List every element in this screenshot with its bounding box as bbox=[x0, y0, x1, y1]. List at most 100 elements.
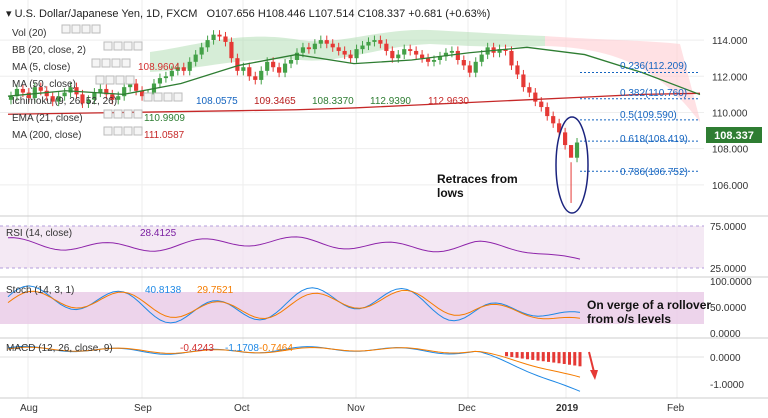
candle-body[interactable] bbox=[50, 96, 55, 102]
candle-body[interactable] bbox=[217, 34, 222, 37]
candle-body[interactable] bbox=[551, 116, 556, 124]
indicator-control-icon[interactable] bbox=[113, 126, 123, 136]
indicator-control-icon[interactable] bbox=[153, 92, 163, 102]
candle-body[interactable] bbox=[574, 142, 580, 158]
candle-body[interactable] bbox=[205, 40, 210, 48]
candle-body[interactable] bbox=[354, 49, 359, 59]
candle-body[interactable] bbox=[92, 92, 97, 100]
indicator-bb-label[interactable]: BB (20, close, 2) bbox=[12, 45, 86, 56]
indicator-ichimoku-label[interactable]: Ichimoku (9, 26, 52, 26) bbox=[12, 96, 117, 107]
candle-body[interactable] bbox=[336, 47, 341, 51]
candle-body[interactable] bbox=[163, 76, 168, 79]
indicator-control-icon[interactable] bbox=[123, 41, 133, 51]
candle-body[interactable] bbox=[372, 40, 377, 42]
candle-body[interactable] bbox=[86, 99, 91, 104]
indicator-vol-label[interactable]: Vol (20) bbox=[12, 28, 46, 39]
candle-body[interactable] bbox=[122, 87, 127, 97]
candle-body[interactable] bbox=[533, 92, 538, 102]
price-axis-panel[interactable] bbox=[704, 0, 768, 418]
candle-body[interactable] bbox=[26, 92, 31, 98]
candle-body[interactable] bbox=[443, 52, 449, 57]
indicator-control-icon[interactable] bbox=[103, 41, 113, 51]
candle-body[interactable] bbox=[288, 60, 294, 64]
candle-body[interactable] bbox=[116, 96, 121, 100]
candle-body[interactable] bbox=[32, 87, 37, 98]
indicator-ma200-label[interactable]: MA (200, close) bbox=[12, 130, 81, 141]
candle-body[interactable] bbox=[253, 76, 258, 80]
candle-body[interactable] bbox=[134, 83, 139, 91]
candle-body[interactable] bbox=[265, 61, 270, 71]
candle-body[interactable] bbox=[503, 49, 508, 51]
indicator-control-icon[interactable] bbox=[123, 109, 133, 119]
candle-body[interactable] bbox=[330, 43, 335, 48]
indicator-control-icon[interactable] bbox=[105, 75, 115, 85]
candle-body[interactable] bbox=[539, 101, 544, 108]
candle-body[interactable] bbox=[157, 78, 163, 84]
candle-body[interactable] bbox=[420, 54, 425, 59]
candle-body[interactable] bbox=[62, 92, 67, 97]
candle-body[interactable] bbox=[515, 65, 520, 75]
candle-body[interactable] bbox=[38, 87, 43, 91]
candle-body[interactable] bbox=[408, 49, 413, 51]
candle-body[interactable] bbox=[467, 65, 472, 73]
indicator-control-icon[interactable] bbox=[125, 75, 135, 85]
indicator-control-icon[interactable] bbox=[61, 24, 71, 34]
candle-body[interactable] bbox=[449, 50, 454, 53]
candle-body[interactable] bbox=[414, 50, 419, 55]
indicator-control-icon[interactable] bbox=[133, 41, 143, 51]
candle-body[interactable] bbox=[223, 36, 228, 42]
candle-body[interactable] bbox=[56, 96, 61, 102]
candle-body[interactable] bbox=[128, 83, 133, 88]
indicator-control-icon[interactable] bbox=[163, 92, 173, 102]
macd-label[interactable]: MACD (12, 26, close, 9) bbox=[6, 343, 113, 354]
indicator-control-icon[interactable] bbox=[103, 126, 113, 136]
candle-body[interactable] bbox=[402, 49, 407, 55]
candle-body[interactable] bbox=[98, 88, 103, 93]
candle-body[interactable] bbox=[247, 67, 252, 77]
chart-legend[interactable]: ▾ U.S. Dollar/Japanese Yen, 1D, FXCM O10… bbox=[6, 8, 490, 141]
indicator-control-icon[interactable] bbox=[133, 109, 143, 119]
indicator-control-icon[interactable] bbox=[91, 58, 101, 68]
candle-body[interactable] bbox=[271, 61, 276, 68]
candle-body[interactable] bbox=[390, 50, 395, 59]
candle-body[interactable] bbox=[187, 61, 192, 71]
indicator-control-icon[interactable] bbox=[103, 109, 113, 119]
candle-body[interactable] bbox=[318, 40, 323, 44]
candle-body[interactable] bbox=[378, 40, 383, 44]
candle-body[interactable] bbox=[461, 60, 466, 66]
candle-body[interactable] bbox=[277, 67, 282, 73]
candle-body[interactable] bbox=[241, 67, 246, 71]
candle-body[interactable] bbox=[366, 41, 371, 46]
candle-body[interactable] bbox=[509, 50, 514, 66]
candle-body[interactable] bbox=[169, 70, 174, 77]
indicator-control-icon[interactable] bbox=[113, 109, 123, 119]
indicator-control-icon[interactable] bbox=[95, 75, 105, 85]
stoch-label[interactable]: Stoch (14, 3, 1) bbox=[6, 285, 74, 296]
candle-body[interactable] bbox=[211, 34, 216, 41]
candle-body[interactable] bbox=[199, 47, 204, 55]
candle-body[interactable] bbox=[306, 47, 311, 50]
candle-body[interactable] bbox=[384, 43, 389, 51]
candle-body[interactable] bbox=[396, 54, 401, 59]
indicator-ma5-label[interactable]: MA (5, close) bbox=[12, 62, 70, 73]
indicator-control-icon[interactable] bbox=[173, 92, 183, 102]
indicator-control-icon[interactable] bbox=[111, 58, 121, 68]
candle-body[interactable] bbox=[455, 50, 460, 60]
indicator-control-icon[interactable] bbox=[91, 24, 101, 34]
indicator-control-icon[interactable] bbox=[143, 92, 153, 102]
candle-body[interactable] bbox=[557, 123, 562, 133]
candle-body[interactable] bbox=[312, 43, 317, 50]
candle-body[interactable] bbox=[568, 145, 574, 158]
indicator-control-icon[interactable] bbox=[113, 41, 123, 51]
candle-body[interactable] bbox=[139, 90, 145, 97]
candle-body[interactable] bbox=[545, 107, 550, 117]
candle-body[interactable] bbox=[235, 58, 240, 71]
candle-body[interactable] bbox=[181, 67, 186, 71]
indicator-ema21-label[interactable]: EMA (21, close) bbox=[12, 113, 83, 124]
candle-body[interactable] bbox=[300, 47, 306, 53]
candle-body[interactable] bbox=[74, 87, 79, 95]
candle-body[interactable] bbox=[14, 88, 20, 97]
candle-body[interactable] bbox=[80, 94, 85, 104]
candle-body[interactable] bbox=[282, 63, 288, 73]
candle-body[interactable] bbox=[431, 60, 437, 62]
